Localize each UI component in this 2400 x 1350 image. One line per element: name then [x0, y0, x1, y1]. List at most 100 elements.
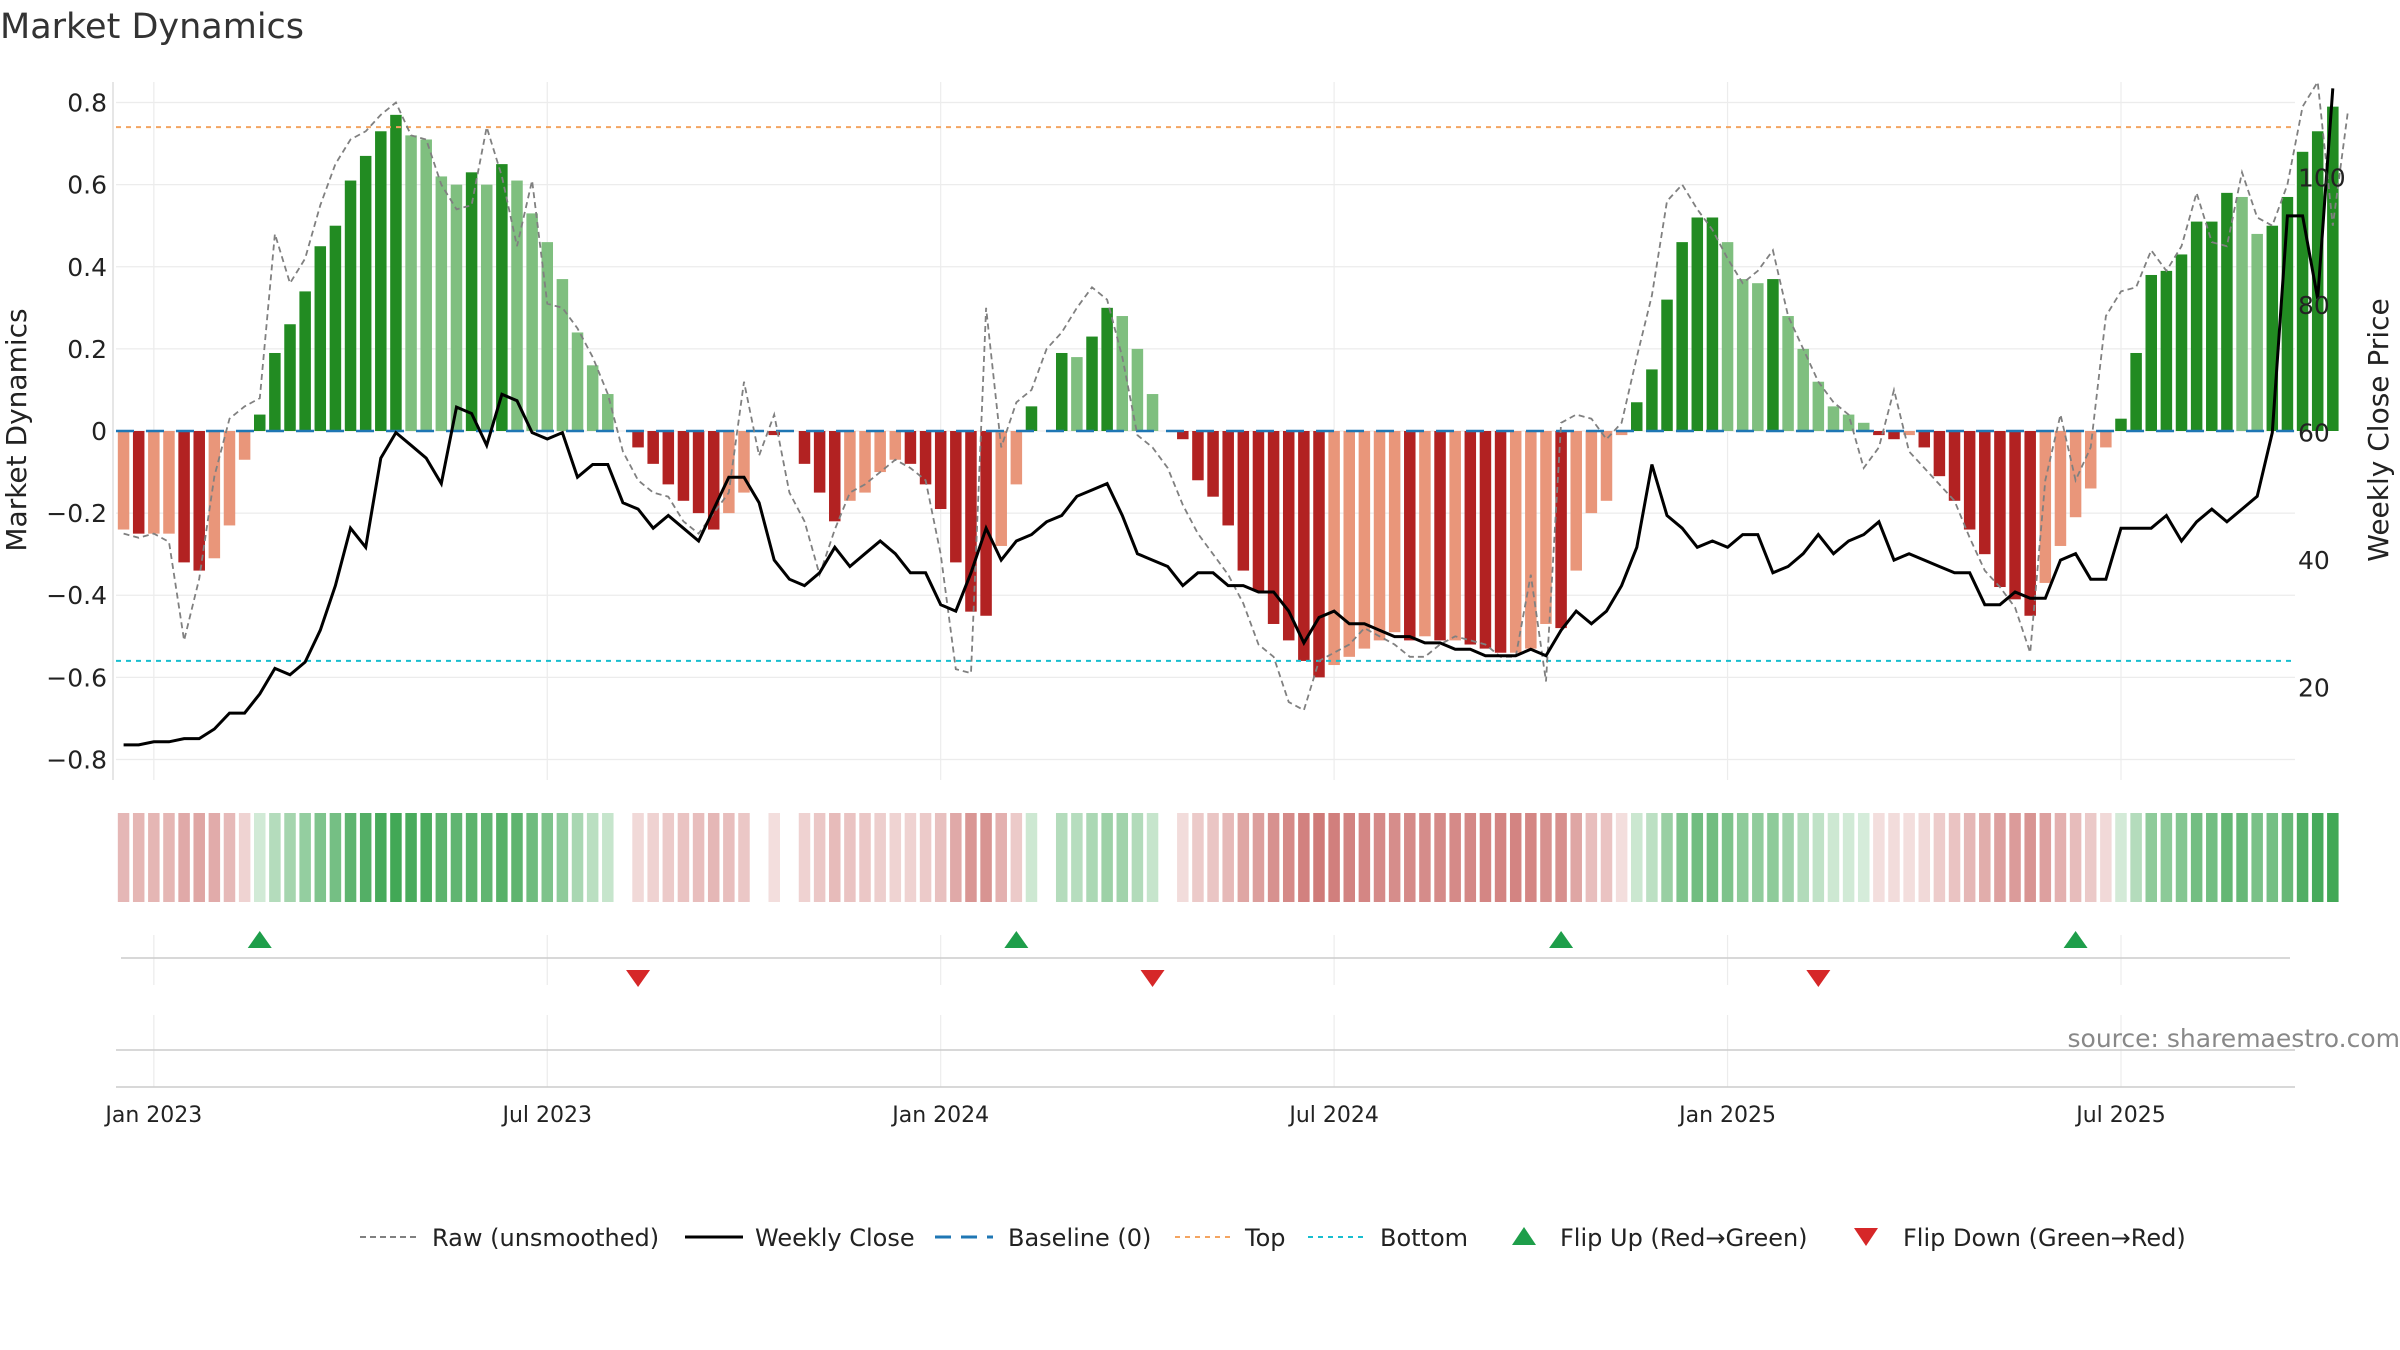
legend-item: Flip Up (Red→Green) — [1512, 1224, 1808, 1252]
regime-cell — [2221, 813, 2233, 902]
regime-cell — [2130, 813, 2142, 902]
regime-cell — [1298, 813, 1310, 902]
legend-label: Top — [1244, 1224, 1286, 1252]
momentum-bar — [163, 431, 175, 534]
momentum-bar — [1146, 394, 1159, 431]
regime-cell — [2206, 813, 2218, 902]
momentum-bar — [950, 431, 962, 563]
momentum-bar — [1101, 307, 1113, 431]
momentum-bar — [193, 431, 205, 571]
momentum-bar — [496, 164, 508, 431]
y-tick-label: −0.6 — [46, 663, 107, 692]
flip-markers-panel — [121, 931, 2290, 987]
legend-label: Flip Down (Green→Red) — [1903, 1224, 2186, 1252]
momentum-bar — [1873, 431, 1885, 436]
regime-cell — [1373, 813, 1386, 902]
momentum-bar — [1540, 431, 1552, 624]
momentum-bar — [1661, 299, 1673, 431]
regime-cell — [1207, 813, 1219, 902]
regime-cell — [1994, 813, 2006, 902]
regime-cell — [1782, 813, 1794, 902]
momentum-bar — [1525, 431, 1537, 649]
legend-item: Bottom — [1308, 1224, 1468, 1252]
momentum-bar — [2221, 192, 2233, 431]
momentum-bar — [132, 431, 145, 534]
momentum-bar — [2115, 418, 2127, 431]
regime-cell — [1494, 813, 1507, 902]
regime-cell — [1404, 813, 1416, 902]
regime-cell — [2281, 813, 2294, 902]
legend-item: Flip Down (Green→Red) — [1854, 1224, 2186, 1252]
regime-cell — [1116, 813, 1129, 902]
regime-cell — [465, 813, 478, 902]
regime-cell — [148, 813, 160, 902]
regime-cell — [1086, 813, 1098, 902]
weekly-close-line — [123, 88, 2335, 747]
momentum-bar — [2236, 196, 2248, 431]
regime-cell — [314, 813, 327, 902]
momentum-bar — [2160, 270, 2173, 431]
regime-cell — [1691, 813, 1704, 902]
empty-panel — [116, 1015, 2295, 1088]
regime-cell — [511, 813, 523, 902]
momentum-bar — [1736, 279, 1749, 431]
momentum-bar — [738, 431, 750, 493]
momentum-bar — [2266, 225, 2279, 431]
regime-cell — [2190, 813, 2203, 902]
regime-cell — [1192, 813, 1204, 902]
momentum-bar — [1010, 431, 1023, 485]
momentum-bar — [1434, 431, 1446, 641]
y2-tick-label: 60 — [2298, 419, 2330, 448]
regime-cell — [1857, 813, 1870, 902]
regime-cell — [117, 813, 130, 902]
regime-cell — [496, 813, 508, 902]
regime-cell — [1873, 813, 1885, 902]
y-axis-left-ticks: −0.8 −0.6 −0.4 −0.2 0 0.2 0.4 0.6 0.8 — [46, 89, 107, 775]
regime-cell — [1540, 813, 1552, 902]
momentum-bar — [1464, 431, 1477, 645]
momentum-bar — [1979, 431, 1991, 555]
x-tick-label: Jan 2024 — [890, 1103, 989, 1128]
momentum-bar — [1570, 431, 1582, 571]
y-tick-label: −0.8 — [46, 745, 107, 774]
momentum-bar — [919, 431, 932, 485]
regime-cell — [2327, 813, 2339, 902]
momentum-bar — [1782, 316, 1794, 431]
regime-cell — [1631, 813, 1643, 902]
regime-cell — [980, 813, 992, 902]
momentum-bar — [1812, 381, 1825, 431]
regime-cell — [541, 813, 554, 902]
momentum-bar — [813, 431, 826, 493]
momentum-bar — [1615, 431, 1628, 436]
momentum-bar — [1933, 431, 1946, 477]
momentum-bar — [1449, 431, 1461, 641]
momentum-bar — [1086, 336, 1098, 431]
y-tick-label: 0 — [91, 417, 107, 446]
momentum-bar — [965, 431, 977, 612]
regime-cell — [1313, 813, 1325, 902]
regime-cell — [2084, 813, 2097, 902]
y2-tick-label: 40 — [2298, 546, 2330, 575]
regime-cell — [1933, 813, 1946, 902]
regime-cell — [662, 813, 675, 902]
regime-cell — [1222, 813, 1234, 902]
regime-cell — [692, 813, 705, 902]
momentum-bar — [904, 431, 917, 464]
regime-cell — [1797, 813, 1809, 902]
regime-cell — [1918, 813, 1931, 902]
regime-cell — [1736, 813, 1749, 902]
regime-cell — [1888, 813, 1900, 902]
regime-cell — [390, 813, 402, 902]
regime-cell — [556, 813, 569, 902]
momentum-bar — [254, 414, 266, 431]
regime-cell — [1827, 813, 1840, 902]
regime-cell — [1449, 813, 1461, 902]
regime-cell — [934, 813, 947, 902]
momentum-bar — [435, 176, 448, 431]
regime-cell — [2160, 813, 2173, 902]
regime-cell — [1131, 813, 1144, 902]
momentum-bar — [238, 431, 251, 460]
momentum-bar — [602, 394, 614, 431]
momentum-bar — [980, 431, 992, 616]
